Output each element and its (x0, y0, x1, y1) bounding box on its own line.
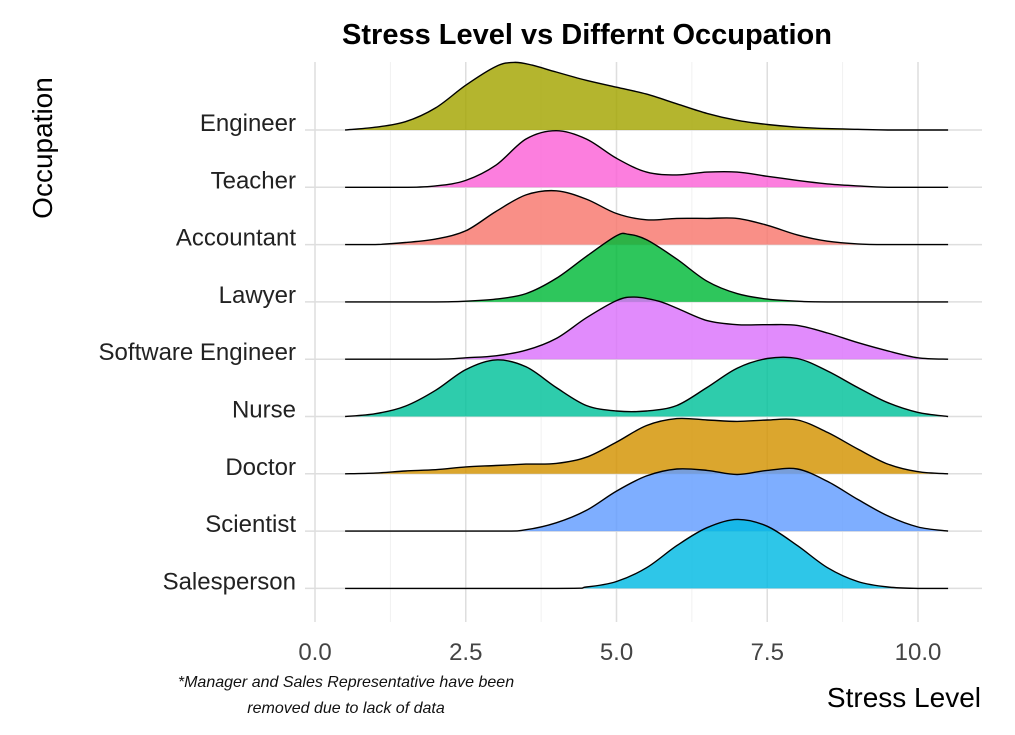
ridge-area-scientist (345, 468, 949, 532)
ridge-outline-lawyer (345, 232, 949, 303)
ridges (345, 61, 949, 590)
ridge-area-salesperson (345, 519, 949, 589)
ridge-nurse (345, 356, 949, 418)
category-label-lawyer: Lawyer (219, 282, 296, 309)
x-tick-label: 0.0 (298, 639, 331, 666)
ridge-area-engineer (345, 62, 949, 130)
ridge-area-lawyer (345, 233, 949, 302)
category-label-scientist: Scientist (205, 511, 296, 538)
category-label-nurse: Nurse (232, 397, 296, 424)
ridge-area-accountant (345, 190, 949, 245)
category-label-engineer: Engineer (200, 110, 296, 137)
ridge-outline-accountant (345, 189, 949, 246)
category-label-doctor: Doctor (225, 454, 296, 481)
x-tick-label: 7.5 (751, 639, 784, 666)
ridge-outline-nurse (345, 356, 949, 418)
footnote-line-1: *Manager and Sales Representative have b… (178, 674, 514, 691)
category-label-accountant: Accountant (176, 225, 296, 252)
ridge-outline-salesperson (345, 518, 949, 590)
footnote-line-2: removed due to lack of data (247, 700, 445, 717)
ridge-area-nurse (345, 357, 949, 417)
ridge-area-software-engineer (345, 297, 949, 360)
ridge-outline-engineer (345, 61, 949, 131)
ridge-area-teacher (345, 130, 949, 188)
ridge-outline-software-engineer (345, 296, 949, 360)
ridge-outline-scientist (345, 467, 949, 532)
x-tick-label: 10.0 (895, 639, 942, 666)
category-label-salesperson: Salesperson (163, 568, 296, 595)
ridge-accountant (345, 189, 949, 246)
x-tick-label: 2.5 (449, 639, 482, 666)
ridge-scientist (345, 467, 949, 532)
ridge-software-engineer (345, 296, 949, 360)
ridge-outline-teacher (345, 129, 949, 188)
category-label-software-engineer: Software Engineer (99, 339, 296, 366)
x-axis-label: Stress Level (827, 682, 981, 713)
ridge-outline-doctor (345, 417, 949, 475)
category-labels: Engineer Teacher Accountant Lawyer Software … (99, 110, 297, 595)
y-axis-label: Occupation (27, 77, 58, 219)
ridge-teacher (345, 129, 949, 188)
chart-title: Stress Level vs Differnt Occupation (342, 19, 832, 51)
category-label-teacher: Teacher (211, 167, 296, 194)
ridge-salesperson (345, 518, 949, 590)
ridge-engineer (345, 61, 949, 131)
x-tick-label: 5.0 (600, 639, 633, 666)
ridge-area-doctor (345, 418, 949, 474)
ridge-lawyer (345, 232, 949, 303)
x-tick-labels: 0.0 2.5 5.0 7.5 10.0 (298, 639, 941, 666)
ridge-doctor (345, 417, 949, 475)
